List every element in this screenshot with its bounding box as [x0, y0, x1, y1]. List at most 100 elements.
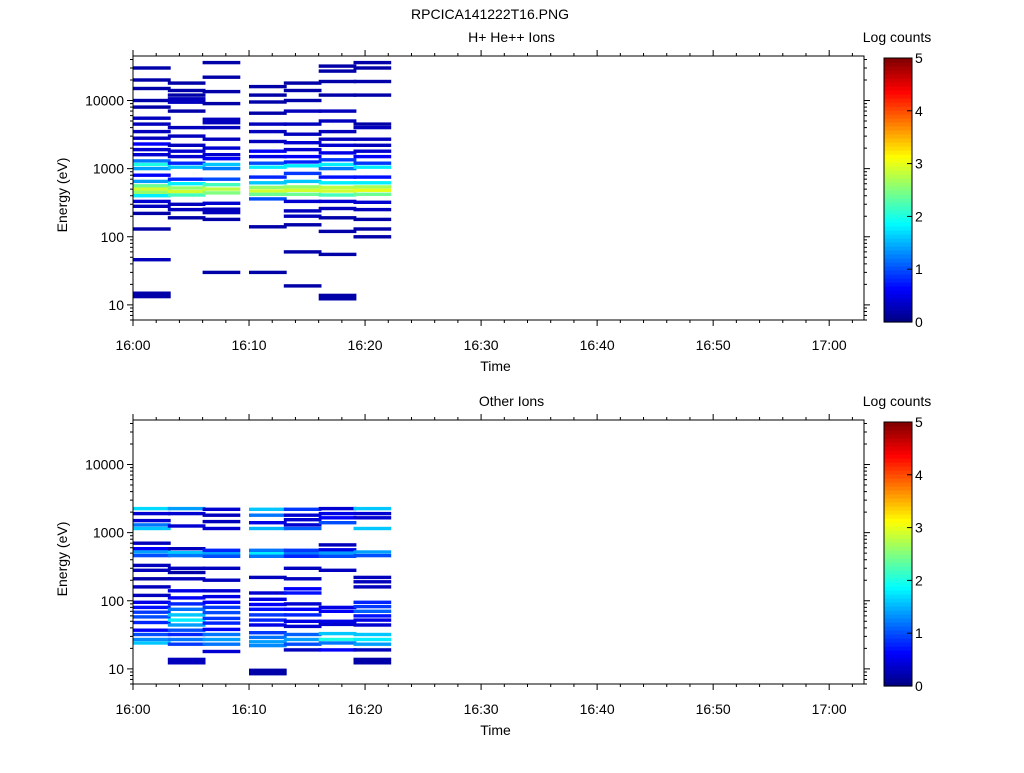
colorbar-step [884, 670, 912, 675]
heatmap-cell [202, 637, 241, 642]
heatmap-cell [318, 185, 357, 190]
heatmap-cell [318, 568, 357, 572]
heatmap-cell [353, 188, 392, 192]
heatmap-cell [133, 637, 171, 642]
colorbar-step [884, 70, 912, 75]
heatmap-cell [167, 596, 206, 600]
heatmap-cell [249, 613, 287, 617]
colorbar-step [884, 666, 912, 671]
colorbar-step [884, 158, 912, 163]
heatmap-cell [249, 526, 287, 531]
colorbar: 0 1 2 3 4 5 Log counts [863, 393, 932, 694]
colorbar-step [884, 214, 912, 219]
colorbar-step [884, 642, 912, 647]
heatmap-cell [353, 575, 392, 580]
heatmap-cell [202, 642, 241, 646]
colorbar-step [884, 426, 912, 431]
heatmap-cell [167, 589, 206, 593]
colorbar-step [884, 662, 912, 667]
colorbar-step [884, 494, 912, 499]
colorbar-step [884, 286, 912, 291]
heatmap-cell [249, 122, 287, 126]
x-tick-label: 16:00 [115, 701, 150, 717]
heatmap-cell [167, 506, 206, 511]
heatmap-cell [202, 610, 241, 615]
heatmap-cell [318, 619, 357, 623]
colorbar-step [884, 682, 912, 687]
colorbar-step [884, 534, 912, 539]
heatmap-cell [353, 618, 392, 622]
colorbar-step [884, 122, 912, 127]
colorbar-step [884, 258, 912, 263]
heatmap-cells [133, 506, 392, 676]
heatmap-cell [167, 216, 206, 220]
colorbar-step [884, 598, 912, 603]
heatmap-cell [249, 93, 287, 97]
colorbar-step [884, 210, 912, 215]
colorbar-step [884, 162, 912, 167]
heatmap-cell [249, 154, 287, 159]
heatmap-cell [318, 622, 357, 627]
panel-1: 16:00 16:10 16:20 16:30 16:40 16:50 17:0010100… [54, 29, 931, 374]
heatmap-cell [167, 193, 206, 197]
heatmap-cell [202, 649, 241, 654]
y-tick-label: 100 [101, 229, 125, 245]
colorbar-step [884, 318, 912, 323]
colorbar-step [884, 478, 912, 483]
heatmap-cell [167, 524, 206, 528]
colorbar-step [884, 290, 912, 295]
heatmap-cell [202, 191, 241, 195]
heatmap-cell [202, 125, 241, 130]
heatmap-cell [249, 521, 287, 525]
colorbar-step [884, 658, 912, 663]
heatmap-cell [133, 632, 171, 637]
colorbar-step [884, 310, 912, 315]
heatmap-cell [167, 577, 206, 581]
colorbar-step [884, 98, 912, 103]
colorbar-step [884, 490, 912, 495]
colorbar-step [884, 274, 912, 279]
colorbar-step [884, 562, 912, 567]
heatmap-cell [318, 79, 357, 84]
heatmap-cell [353, 585, 392, 589]
colorbar-tick-label: 5 [915, 50, 923, 66]
heatmap-cell [202, 600, 241, 604]
heatmap-cell [167, 550, 206, 555]
heatmap-cell [283, 164, 322, 168]
heatmap-cells [133, 60, 392, 301]
colorbar-step [884, 522, 912, 527]
heatmap-cell [202, 157, 241, 161]
heatmap-cell [133, 550, 171, 554]
heatmap-cell [202, 627, 241, 632]
x-tick-label: 16:40 [580, 701, 615, 717]
colorbar-step [884, 170, 912, 175]
colorbar-step [884, 102, 912, 107]
heatmap-cell [167, 632, 206, 637]
heatmap-cell [283, 648, 322, 652]
colorbar-step [884, 518, 912, 523]
heatmap-cell [283, 566, 322, 570]
colorbar-step [884, 470, 912, 475]
heatmap-cell [133, 641, 171, 645]
heatmap-cell [167, 628, 206, 632]
heatmap-cell [167, 134, 206, 138]
colorbar-step [884, 586, 912, 591]
heatmap-cell [202, 594, 241, 599]
heatmap-cell [353, 125, 392, 130]
colorbar-step [884, 526, 912, 531]
heatmap-cell [283, 577, 322, 581]
heatmap-cell [318, 543, 357, 547]
colorbar-step [884, 262, 912, 267]
heatmap-cell [318, 137, 357, 141]
colorbar-step [884, 166, 912, 171]
heatmap-cell [133, 593, 171, 598]
x-tick-label: 16:30 [464, 701, 499, 717]
heatmap-cell [353, 642, 392, 646]
heatmap-cell [133, 204, 171, 208]
heatmap-cell [133, 518, 171, 523]
heatmap-cell [353, 93, 392, 97]
heatmap-cell [167, 607, 206, 611]
heatmap-cell [283, 132, 322, 136]
panel-title: H+ He++ Ions [468, 29, 555, 45]
heatmap-cell [353, 227, 392, 231]
